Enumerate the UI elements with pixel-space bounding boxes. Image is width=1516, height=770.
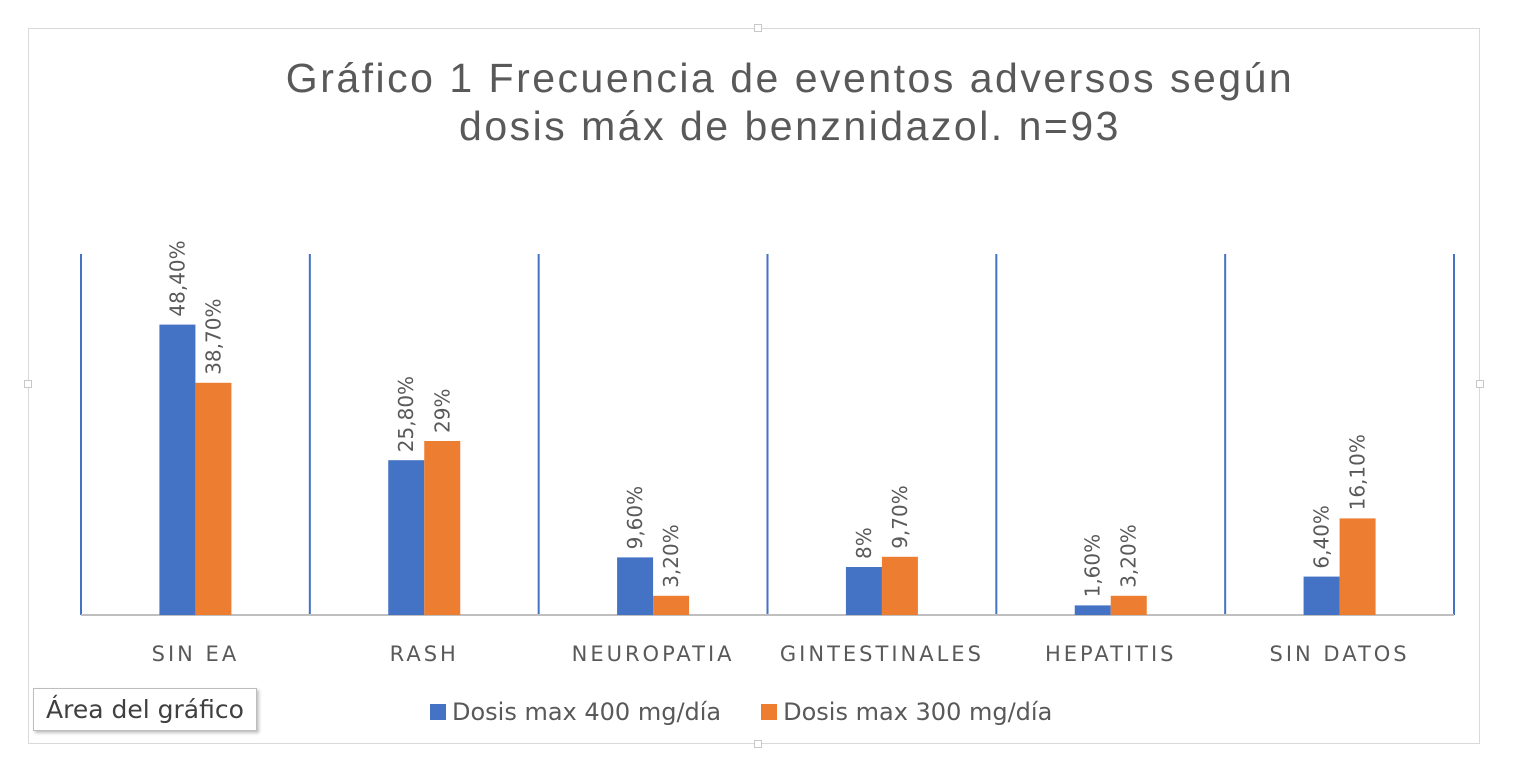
chart-title[interactable]: Gráfico 1 Frecuencia de eventos adversos… (200, 54, 1380, 150)
data-label-sin-ea-series-2: 38,70% (201, 299, 225, 375)
resize-handle-top[interactable] (754, 24, 762, 32)
x-tick-label-sin-ea: SIN EA (152, 642, 240, 666)
x-tick-label-neuropatia: NEUROPATIA (572, 642, 735, 666)
resize-handle-left[interactable] (24, 380, 32, 388)
x-tick-label-rash: RASH (390, 642, 459, 666)
data-label-gintestinales-series-2: 9,70% (888, 485, 912, 549)
bar-neuropatia-series-1[interactable] (617, 557, 654, 615)
data-label-sin-datos-series-1: 6,40% (1310, 505, 1334, 569)
data-label-hepatitis-series-2: 3,20% (1117, 524, 1141, 588)
data-label-neuropatia-series-2: 3,20% (659, 524, 683, 588)
bar-rash-series-2[interactable] (424, 441, 461, 615)
bar-neuropatia-series-2[interactable] (653, 595, 690, 615)
chart-title-line-2: dosis máx de benznidazol. n=93 (459, 103, 1121, 149)
plot-area[interactable]: 48,40% 38,70% SIN EA 25,80% 29% RASH 9,60% 3,20… (0, 0, 1516, 690)
data-label-rash-series-2: 29% (430, 389, 454, 433)
x-tick-label-gintestinales: GINTESTINALES (780, 642, 984, 666)
data-label-hepatitis-series-1: 1,60% (1081, 534, 1105, 598)
data-label-gintestinales-series-1: 8% (852, 527, 876, 559)
bar-sin-datos-series-1[interactable] (1303, 576, 1340, 615)
legend-label-series-1: Dosis max 400 mg/día (452, 698, 722, 726)
legend-item-series-2[interactable]: Dosis max 300 mg/día (761, 698, 1052, 726)
bar-gintestinales-series-2[interactable] (881, 556, 918, 615)
bar-hepatitis-series-1[interactable] (1074, 605, 1111, 615)
data-label-neuropatia-series-1: 9,60% (623, 486, 647, 550)
chart-title-line-1: Gráfico 1 Frecuencia de eventos adversos… (285, 55, 1295, 101)
data-label-sin-ea-series-1: 48,40% (165, 240, 189, 316)
x-tick-label-sin-datos: SIN DATOS (1270, 642, 1410, 666)
bar-gintestinales-series-1[interactable] (845, 567, 882, 615)
chart-area-tooltip: Área del gráfico (33, 688, 257, 731)
x-tick-label-hepatitis: HEPATITIS (1045, 642, 1177, 666)
bar-hepatitis-series-2[interactable] (1110, 595, 1147, 615)
bar-sin-ea-series-1[interactable] (159, 324, 196, 615)
data-label-sin-datos-series-2: 16,10% (1346, 434, 1370, 510)
legend-label-series-2: Dosis max 300 mg/día (783, 698, 1053, 726)
resize-handle-bottom[interactable] (754, 740, 762, 748)
bar-rash-series-1[interactable] (388, 460, 425, 615)
legend-swatch-series-1 (430, 704, 446, 720)
data-label-rash-series-1: 25,80% (394, 376, 418, 452)
bar-sin-ea-series-2[interactable] (195, 382, 232, 615)
legend-swatch-series-2 (761, 704, 778, 720)
bar-sin-datos-series-2[interactable] (1339, 518, 1376, 615)
legend[interactable]: Dosis max 400 mg/día Dosis max 300 mg/dí… (430, 694, 1052, 730)
legend-item-series-1[interactable]: Dosis max 400 mg/día (430, 698, 721, 726)
resize-handle-right[interactable] (1476, 380, 1484, 388)
chart-area[interactable] (28, 28, 1480, 744)
